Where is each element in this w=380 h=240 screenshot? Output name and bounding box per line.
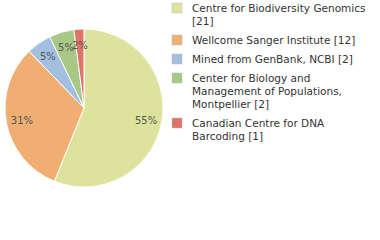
- legend-line: Centre for Biodiversity Genomics: [192, 2, 365, 14]
- legend-label: Centre for Biodiversity Genomics[21]: [192, 2, 365, 27]
- legend-swatch: [172, 54, 182, 64]
- data-labels: 55%31%5%5%2%: [11, 40, 157, 126]
- legend-line: Barcoding [1]: [192, 130, 263, 142]
- legend-swatch: [172, 118, 182, 128]
- data-label: 31%: [11, 115, 33, 126]
- legend-swatch: [172, 3, 182, 13]
- legend-line: [21]: [192, 15, 214, 27]
- legend-label: Canadian Centre for DNABarcoding [1]: [192, 117, 325, 142]
- data-label: 2%: [72, 40, 88, 51]
- legend-line: Wellcome Sanger Institute [12]: [192, 34, 355, 46]
- legend-label: Mined from GenBank, NCBI [2]: [192, 53, 353, 65]
- legend-line: Montpellier [2]: [192, 98, 269, 110]
- data-label: 5%: [40, 51, 56, 62]
- legend-line: Mined from GenBank, NCBI [2]: [192, 53, 353, 65]
- legend-line: Canadian Centre for DNA: [192, 117, 325, 129]
- legend-label: Center for Biology andManagement of Popu…: [192, 72, 342, 110]
- legend-line: Center for Biology and: [192, 72, 310, 84]
- legend-line: Management of Populations,: [192, 85, 342, 97]
- pie: [5, 29, 163, 187]
- data-label: 55%: [135, 115, 157, 126]
- chart: 55%31%5%5%2%Centre for Biodiversity Geno…: [0, 0, 380, 240]
- legend: Centre for Biodiversity Genomics[21] Well…: [172, 2, 365, 142]
- legend-swatch: [172, 35, 182, 45]
- legend-swatch: [172, 73, 182, 83]
- legend-label: Wellcome Sanger Institute [12]: [192, 34, 355, 46]
